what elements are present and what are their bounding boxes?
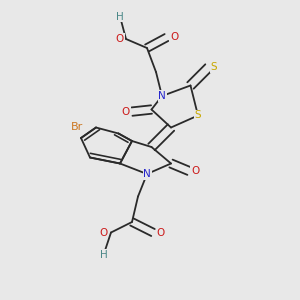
Text: O: O — [122, 106, 130, 117]
Text: O: O — [191, 166, 199, 176]
Text: H: H — [116, 11, 124, 22]
Text: S: S — [195, 110, 201, 121]
Text: O: O — [99, 227, 108, 238]
Text: N: N — [158, 91, 166, 101]
Text: O: O — [156, 227, 165, 238]
Text: O: O — [116, 34, 124, 44]
Text: Br: Br — [70, 122, 83, 133]
Text: O: O — [170, 32, 178, 43]
Text: S: S — [211, 62, 217, 73]
Text: H: H — [100, 250, 107, 260]
Text: N: N — [143, 169, 151, 179]
